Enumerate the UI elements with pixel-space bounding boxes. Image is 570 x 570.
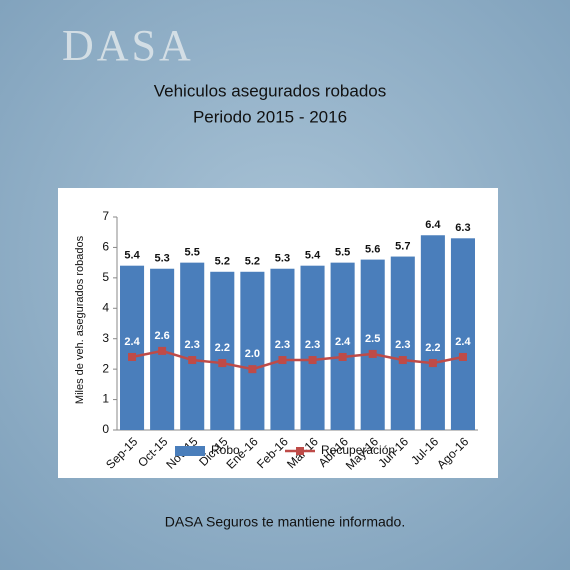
y-tick-label: 1: [102, 392, 109, 406]
line-marker: [428, 359, 437, 368]
line-value-label: 2.3: [305, 339, 320, 351]
line-marker: [278, 356, 287, 365]
bar-value-label: 5.6: [365, 244, 380, 256]
logo: DASA: [62, 21, 194, 70]
bar: [360, 259, 385, 430]
bar-value-label: 5.4: [124, 250, 140, 262]
line-value-label: 2.3: [395, 339, 410, 351]
line-value-label: 2.4: [455, 336, 471, 348]
y-tick-label: 7: [102, 209, 109, 223]
bar: [180, 262, 205, 430]
line-marker: [218, 359, 227, 368]
line-marker: [398, 356, 407, 365]
y-axis-label: Miles de veh. asegurados robados: [74, 235, 86, 404]
bar: [210, 271, 235, 430]
line-marker: [308, 356, 317, 365]
bar-value-label: 5.5: [335, 247, 350, 259]
line-value-label: 2.3: [275, 339, 290, 351]
chart-subtitle: Periodo 2015 - 2016: [193, 107, 347, 126]
line-marker: [338, 352, 347, 361]
bar: [450, 238, 475, 430]
line-marker: [368, 349, 377, 358]
line-marker: [458, 352, 467, 361]
line: [131, 349, 464, 371]
y-tick-label: 0: [102, 422, 109, 436]
legend-swatch: [175, 446, 205, 456]
bar-value-label: 5.5: [185, 247, 200, 259]
bar: [120, 265, 145, 430]
line-marker: [158, 346, 167, 355]
line-value-label: 2.2: [425, 342, 440, 354]
line-value-label: 2.4: [335, 336, 351, 348]
line-marker: [128, 352, 137, 361]
bar: [420, 235, 445, 430]
bar-value-label: 5.7: [395, 240, 410, 252]
bar: [390, 256, 415, 430]
legend-label: Recuperación: [321, 443, 395, 457]
chart-title: Vehiculos asegurados robados: [154, 81, 387, 100]
line-value-label: 2.2: [215, 342, 230, 354]
bar-value-label: 5.2: [215, 256, 230, 268]
line-marker: [188, 356, 197, 365]
y-tick-label: 4: [102, 300, 109, 314]
y-tick-label: 5: [102, 270, 109, 284]
bar: [270, 268, 295, 430]
y-tick-label: 3: [102, 331, 109, 345]
line-marker: [248, 365, 257, 374]
line-value-label: 2.6: [154, 330, 169, 342]
bar-value-label: 6.4: [425, 219, 441, 231]
legend-swatch: [296, 447, 304, 455]
line-value-label: 2.0: [245, 348, 260, 360]
bar-value-label: 5.4: [305, 250, 321, 262]
bar: [300, 265, 325, 430]
bar-value-label: 5.3: [154, 253, 169, 265]
line-value-label: 2.5: [365, 333, 380, 345]
bar: [330, 262, 355, 430]
line-value-label: 2.4: [124, 336, 140, 348]
line-value-label: 2.3: [185, 339, 200, 351]
legend-label: Robo: [211, 443, 240, 457]
y-tick-label: 6: [102, 240, 109, 254]
y-tick-label: 2: [102, 361, 109, 375]
bar-value-label: 5.3: [275, 253, 290, 265]
footer: DASA Seguros te mantiene informado.: [165, 514, 405, 530]
bar-value-label: 5.2: [245, 256, 260, 268]
bar: [240, 271, 265, 430]
bar-value-label: 6.3: [455, 222, 470, 234]
